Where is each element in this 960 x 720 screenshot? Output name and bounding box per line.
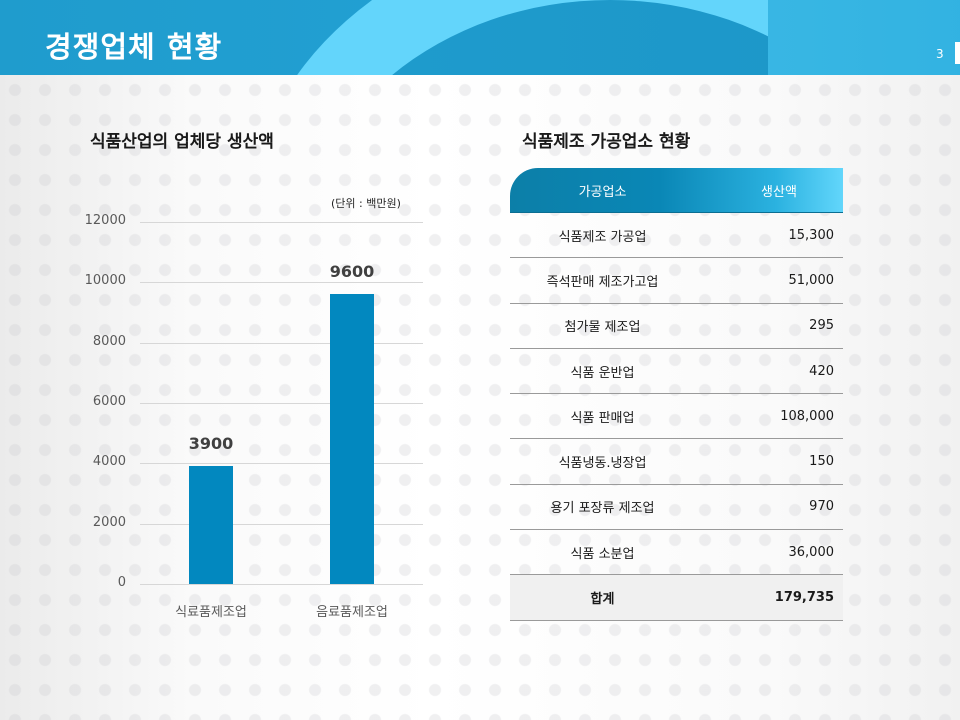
header-production: 생산액 [761,184,797,200]
chart-section-title: 식품산업의 업체당 생산액 [90,132,274,152]
x-axis-category-label: 음료품제조업 [316,605,388,620]
row-value: 36,000 [788,544,835,560]
slide-header [0,0,960,75]
row-name: 식품제조 가공업 [558,229,647,245]
row-value: 970 [809,499,834,515]
row-name: 즉석판매 제조가고업 [546,274,659,290]
page-title: 경쟁업체 현황 [45,30,223,64]
bar-value-label: 3900 [188,434,234,454]
row-name: 식품 운반업 [570,365,635,381]
page-tab-marker [955,42,960,64]
table-total-row: 합계 179,735 [510,575,843,621]
y-axis-tick-label: 6000 [92,394,126,409]
table-row: 식품냉동.냉장업 150 [510,439,843,485]
row-name: 식품 소분업 [570,546,635,562]
row-value: 150 [809,454,834,470]
gridline [140,403,423,404]
row-value: 51,000 [788,272,835,288]
table-section-title: 식품제조 가공업소 현황 [522,132,691,152]
y-axis-tick-label: 8000 [92,333,126,349]
table-row: 식품제조 가공업 15,300 [510,213,843,259]
row-value: 295 [809,318,834,334]
y-axis-tick-label: 2000 [92,514,126,530]
gridline [140,584,423,585]
x-axis-category-label: 식료품제조업 [175,605,247,620]
y-axis-tick-label: 12000 [84,213,126,228]
total-value: 179,735 [774,590,834,606]
page-number: 3 [936,47,944,61]
production-table: 가공업소 생산액 식품제조 가공업 15,300 즉석판매 제조가고업 51,0… [510,168,843,621]
table-row: 식품 판매업 108,000 [510,394,843,440]
bar-chart: (단위 : 백만원) 0 2000 4000 6000 8000 10000 12000 39… [60,190,440,630]
row-name: 용기 포장류 제조업 [550,501,655,517]
gridline [140,282,423,284]
header-swoosh-decoration [768,0,960,75]
gridline [140,523,423,525]
gridline [140,342,423,344]
y-axis-tick-label: 4000 [92,454,126,470]
row-value: 15,300 [788,227,835,243]
row-name: 식품 판매업 [570,410,635,426]
row-name: 식품냉동.냉장업 [558,456,647,472]
bar-2 [330,294,374,584]
total-label: 합계 [590,592,615,608]
row-value: 420 [809,363,834,379]
table-row: 즉석판매 제조가고업 51,000 [510,258,843,304]
table-row: 첨가물 제조업 295 [510,304,843,349]
table-row: 용기 포장류 제조업 970 [510,485,843,531]
bar-value-label: 9600 [329,262,375,282]
row-value: 108,000 [780,408,834,424]
chart-unit-label: (단위 : 백만원) [331,197,401,210]
bar-1 [189,466,233,584]
table-header: 가공업소 생산액 [510,168,843,213]
table-row: 식품 운반업 420 [510,349,843,395]
gridline [140,463,423,465]
y-axis-tick-label: 10000 [84,273,126,289]
row-name: 첨가물 제조업 [564,320,641,336]
header-business: 가공업소 [578,184,627,200]
table-row: 식품 소분업 36,000 [510,530,843,576]
y-axis-tick-label: 0 [117,575,126,590]
gridline [140,222,423,223]
